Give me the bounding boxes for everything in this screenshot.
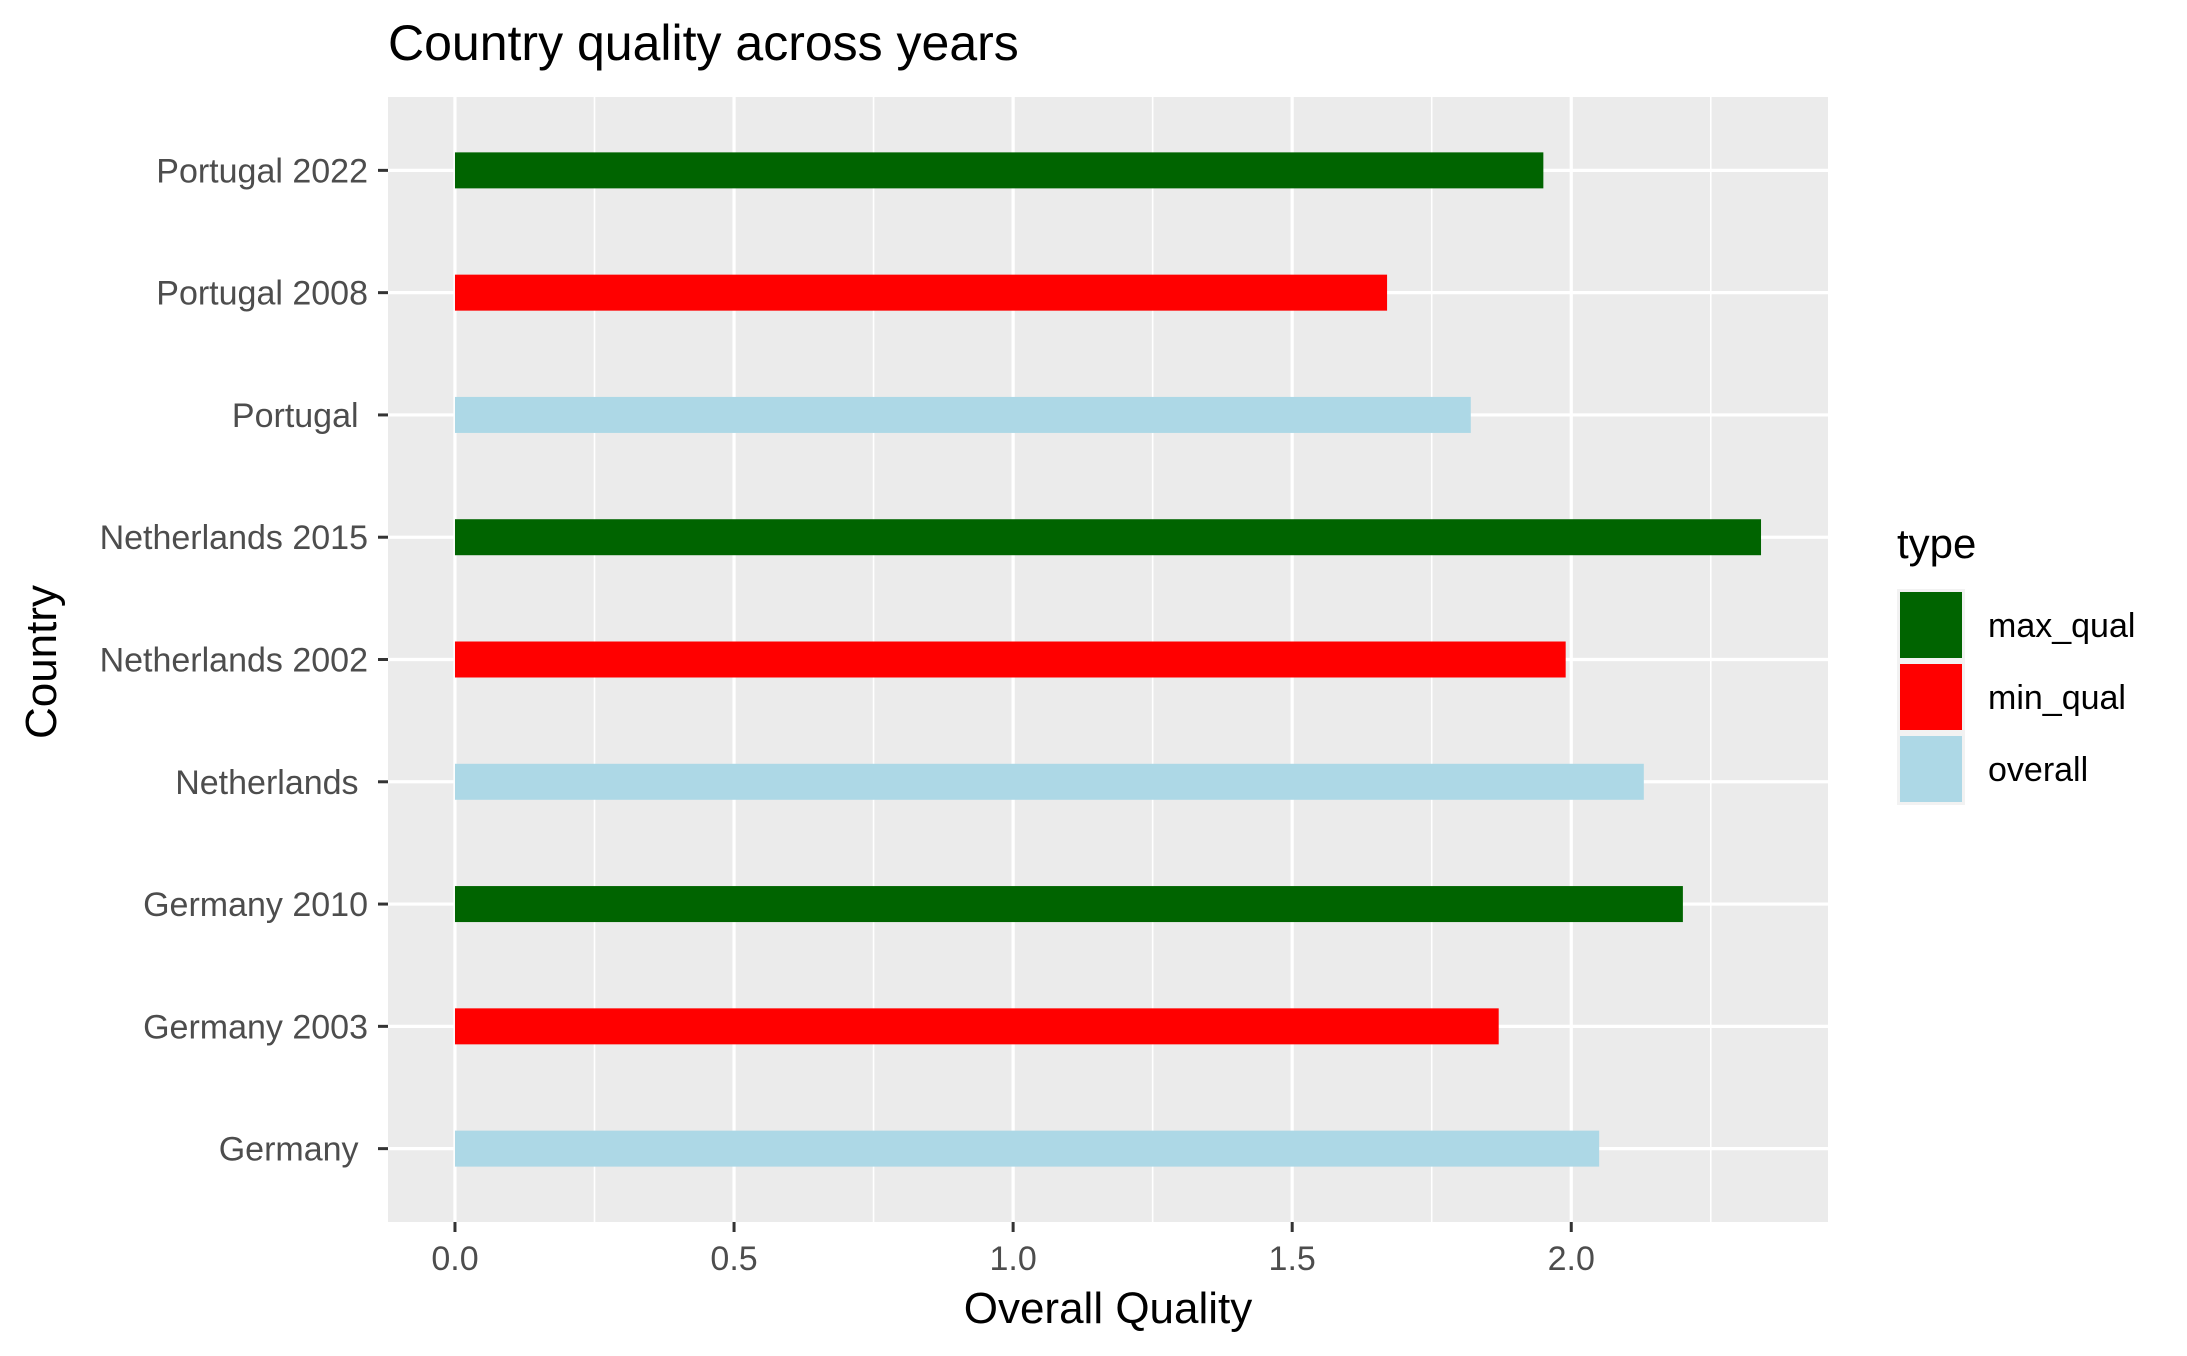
bar [454,1130,1600,1167]
x-tick-label: 1.5 [1269,1240,1316,1278]
x-axis: 0.0 0.5 1.0 1.5 2.0 [431,1222,1595,1278]
bar [454,886,1683,923]
y-axis: Portugal 2022 Portugal 2008 Portugal Nethe… [100,152,388,1169]
legend-swatch [1900,592,1962,658]
y-tick-label: Germany [219,1131,368,1169]
y-tick-label: Germany 2003 [143,1008,368,1046]
legend-label: min_qual [1988,679,2126,717]
x-tick-label: 0.0 [431,1240,478,1278]
y-tick-label: Netherlands [175,764,368,802]
y-tick-label: Germany 2010 [143,886,368,924]
bars-group [454,152,1762,1167]
bar [454,641,1566,678]
bar [454,519,1762,556]
chart-title: Country quality across years [388,15,1019,71]
bar [454,763,1644,800]
y-axis-title: Country [17,585,66,739]
y-tick-label: Portugal [232,397,368,435]
bar [454,152,1544,189]
y-tick-label: Portugal 2008 [156,275,368,313]
legend-label: max_qual [1988,607,2135,645]
legend-label: overall [1988,751,2088,789]
legend-swatch [1900,736,1962,802]
x-tick-label: 2.0 [1548,1240,1595,1278]
bar [454,1008,1499,1045]
y-tick-label: Netherlands 2002 [100,642,368,680]
x-axis-title: Overall Quality [964,1284,1253,1333]
bar [454,274,1388,311]
y-tick-label: Portugal 2022 [156,152,368,190]
bar [454,396,1471,433]
y-tick-label: Netherlands 2015 [100,519,368,557]
x-tick-label: 1.0 [989,1240,1036,1278]
legend-swatch [1900,664,1962,730]
legend-title: type [1897,520,1976,567]
x-tick-label: 0.5 [710,1240,757,1278]
